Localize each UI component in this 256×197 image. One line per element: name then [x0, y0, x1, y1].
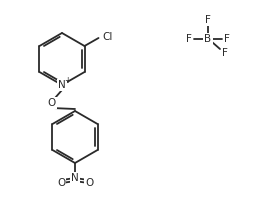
Text: F: F [222, 48, 228, 58]
Text: F: F [224, 34, 230, 44]
Text: O: O [48, 98, 56, 108]
Text: F: F [186, 34, 192, 44]
Text: +: + [64, 75, 70, 85]
Text: Cl: Cl [102, 32, 113, 42]
Text: O: O [57, 178, 65, 188]
Text: N: N [71, 173, 79, 183]
Text: O: O [85, 178, 93, 188]
Text: B: B [205, 34, 211, 44]
Text: F: F [205, 15, 211, 25]
Text: N: N [58, 80, 66, 90]
